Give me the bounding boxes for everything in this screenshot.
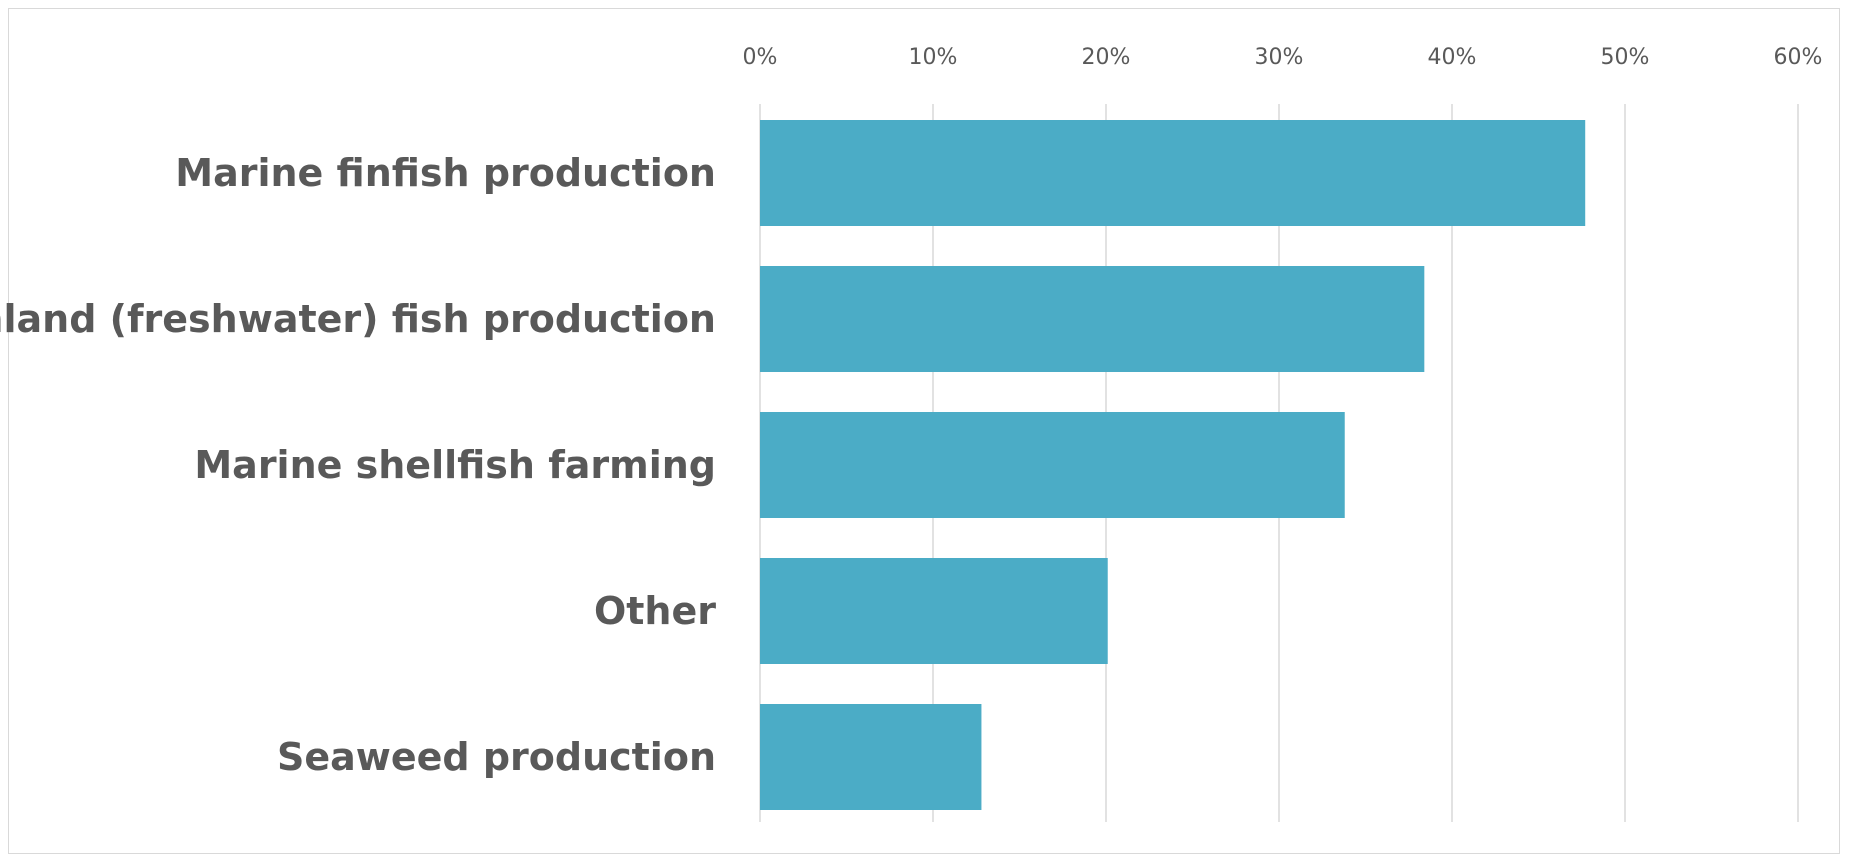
bars bbox=[760, 120, 1586, 810]
x-tick-label: 0% bbox=[743, 45, 778, 70]
bar bbox=[760, 120, 1586, 226]
bar bbox=[760, 412, 1345, 518]
category-labels: Marine finfish production Inland (freshwa… bbox=[0, 151, 716, 779]
x-tick-label: 30% bbox=[1255, 45, 1304, 70]
category-label: Marine shellfish farming bbox=[194, 443, 716, 487]
bar bbox=[760, 558, 1108, 664]
x-tick-label: 20% bbox=[1082, 45, 1131, 70]
bar bbox=[760, 266, 1425, 372]
x-tick-label: 10% bbox=[909, 45, 958, 70]
category-label: Other bbox=[594, 589, 716, 633]
x-axis-tick-labels: 0% 10% 20% 30% 40% 50% 60% bbox=[743, 45, 1823, 70]
x-tick-label: 60% bbox=[1774, 45, 1823, 70]
x-tick-label: 40% bbox=[1428, 45, 1477, 70]
bar bbox=[760, 704, 982, 810]
category-label: Inland (freshwater) fish production bbox=[0, 297, 716, 341]
x-tick-label: 50% bbox=[1601, 45, 1650, 70]
category-label: Seaweed production bbox=[277, 735, 716, 779]
category-label: Marine finfish production bbox=[175, 151, 716, 195]
